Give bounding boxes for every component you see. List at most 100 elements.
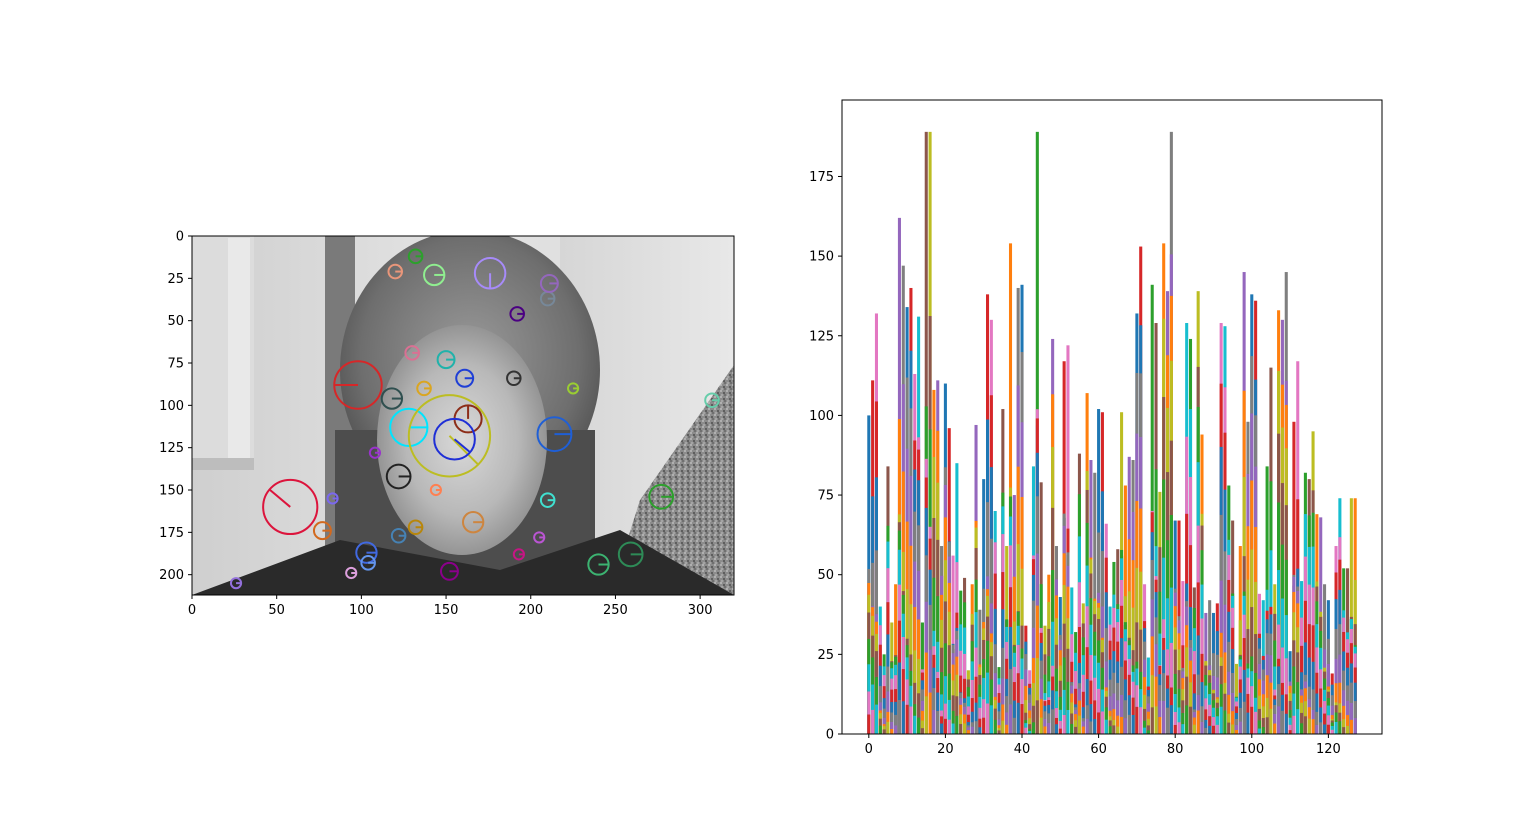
bar-x-tick-label-80: 80: [1167, 742, 1184, 757]
bar-111-layer-9: [1292, 715, 1296, 734]
bar-24-layer-9: [959, 723, 963, 734]
bar-13-layer-8: [917, 693, 921, 734]
bar-90-layer-8: [1211, 717, 1216, 734]
bar-axes: 0 20 40 60 80 100 120 0 25 50 75 100 125 150 175: [809, 99, 1383, 757]
bar-118-layer-9: [1319, 722, 1323, 734]
bar-y-tick-label-25: 25: [817, 648, 834, 663]
bar-59-layer-8: [1093, 700, 1097, 734]
bar-89-layer-8: [1208, 716, 1212, 734]
bar-76-layer-9: [1158, 717, 1162, 734]
bar-50-layer-9: [1058, 728, 1062, 734]
bar-83-layer-8: [1185, 676, 1189, 734]
bar-48-layer-9: [1051, 709, 1055, 734]
bar-29-layer-9: [978, 727, 982, 734]
bar-46-layer-9: [1043, 726, 1047, 734]
bar-x-tick-label-100: 100: [1239, 742, 1264, 757]
bar-y-tick-label-150: 150: [809, 250, 834, 265]
bar-y-tick-label-75: 75: [817, 489, 834, 504]
bar-54-layer-9: [1074, 726, 1078, 734]
bar-114-layer-9: [1303, 716, 1307, 734]
bar-30-layer-8: [982, 699, 986, 734]
bar-121-layer-9: [1330, 729, 1334, 734]
bar-20-layer-9: [943, 718, 947, 734]
bar-73-layer-8: [1146, 725, 1150, 734]
bar-5-layer-9: [886, 721, 890, 734]
bar-66-layer-8: [1120, 694, 1124, 734]
bar-71-layer-9: [1139, 707, 1143, 734]
bar-99-layer-9: [1246, 712, 1250, 734]
image-y-tick-label-125: 125: [159, 441, 184, 456]
bar-74-layer-8: [1150, 675, 1154, 734]
bar-88-layer-9: [1204, 727, 1208, 734]
image-axes: 0 50 100 150 200 250 300 0 25 50 75 100 125 150 175 20…: [159, 230, 735, 618]
image-x-tick-label-200: 200: [518, 603, 543, 618]
bar-126-layer-8: [1349, 702, 1353, 734]
bar-113-layer-9: [1300, 723, 1304, 734]
bar-87-layer-9: [1200, 721, 1204, 734]
bar-104-layer-9: [1265, 717, 1269, 734]
bar-27-layer-9: [970, 726, 974, 734]
bar-108-layer-9: [1280, 710, 1284, 734]
bar-25-layer-9: [963, 723, 967, 734]
bar-1-layer-9: [871, 709, 875, 734]
bar-98-layer-9: [1242, 701, 1246, 734]
bar-15-layer-9: [924, 696, 928, 734]
bar-123-layer-9: [1338, 721, 1342, 734]
bar-74-layer-0: [1150, 284, 1154, 734]
bar-57-layer-9: [1085, 718, 1089, 734]
bar-y-tick-label-125: 125: [809, 329, 834, 344]
image-y-tick-label-75: 75: [167, 357, 184, 372]
bar-40-layer-9: [1020, 704, 1024, 734]
bar-93-layer-9: [1223, 710, 1227, 734]
bar-51-layer-9: [1062, 714, 1066, 734]
bar-69-layer-9: [1131, 714, 1135, 734]
bar-11-layer-9: [909, 706, 913, 734]
bar-80-layer-9: [1173, 724, 1177, 734]
bar-111-layer-8: [1292, 693, 1296, 734]
keypoint-circle-14: [617, 541, 644, 568]
bar-65-layer-9: [1116, 726, 1120, 734]
bar-45-layer-9: [1039, 717, 1043, 734]
image-y-tick-label-50: 50: [167, 314, 184, 329]
bar-106-layer-9: [1273, 723, 1277, 734]
bar-105-layer-9: [1269, 708, 1273, 734]
bar-3-layer-9: [878, 725, 882, 734]
image-x-ticks: 0 50 100 150 200 250 300: [188, 595, 713, 618]
keypoint-orientation-3: [448, 435, 479, 466]
bar-100-layer-9: [1250, 706, 1254, 734]
keypoint-orientation-7: [453, 438, 471, 454]
bar-72-layer-8: [1143, 720, 1147, 734]
bar-110-layer-9: [1288, 730, 1292, 734]
image-y-tick-label-0: 0: [176, 230, 184, 245]
bar-22-layer-9: [951, 723, 955, 734]
bar-65-layer-8: [1116, 715, 1120, 734]
bar-79-layer-9: [1169, 705, 1173, 734]
bar-94-layer-9: [1227, 722, 1231, 734]
bar-90-layer-9: [1211, 725, 1216, 734]
bar-124-layer-9: [1342, 727, 1346, 734]
bar-124-layer-8: [1342, 719, 1346, 734]
image-y-tick-label-175: 175: [159, 526, 184, 541]
bar-109-layer-9: [1284, 713, 1288, 734]
bar-y-tick-label-100: 100: [809, 409, 834, 424]
bar-55-layer-9: [1077, 715, 1081, 734]
bar-64-layer-9: [1112, 725, 1116, 734]
bar-15-layer-8: [924, 652, 928, 734]
bar-x-ticks: 0 20 40 60 80 100 120: [865, 734, 1341, 757]
bar-117-layer-9: [1315, 724, 1319, 734]
bar-14-layer-9: [920, 728, 924, 734]
bar-85-layer-9: [1192, 724, 1196, 734]
image-x-tick-label-0: 0: [188, 603, 196, 618]
bar-51-layer-8: [1062, 689, 1066, 734]
bar-91-layer-9: [1215, 724, 1219, 734]
keypoint-circle-26: [509, 306, 525, 322]
bar-39-layer-9: [1016, 702, 1020, 734]
image-y-tick-label-25: 25: [167, 272, 184, 287]
bar-66-layer-9: [1120, 716, 1124, 734]
bar-2-layer-9: [874, 704, 878, 734]
bar-49-layer-9: [1054, 724, 1058, 734]
bar-36-layer-8: [1005, 712, 1009, 734]
bar-89-layer-9: [1208, 725, 1212, 734]
grayscale-photo: [192, 236, 734, 595]
